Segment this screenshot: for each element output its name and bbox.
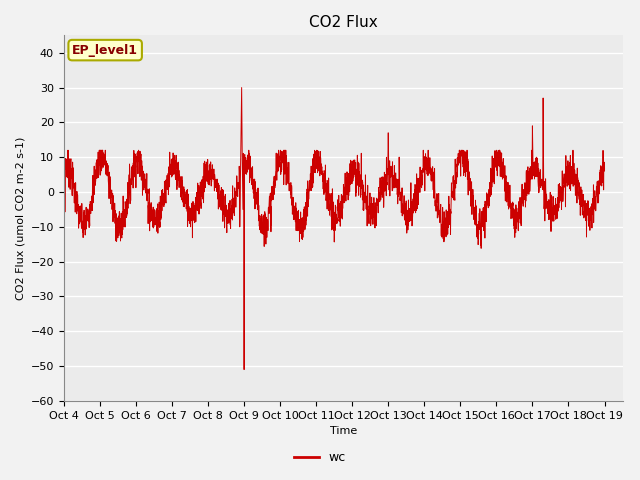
Y-axis label: CO2 Flux (umol CO2 m-2 s-1): CO2 Flux (umol CO2 m-2 s-1)	[15, 136, 25, 300]
X-axis label: Time: Time	[330, 426, 356, 436]
Legend: wc: wc	[289, 446, 351, 469]
Text: EP_level1: EP_level1	[72, 44, 138, 57]
Title: CO2 Flux: CO2 Flux	[308, 15, 378, 30]
